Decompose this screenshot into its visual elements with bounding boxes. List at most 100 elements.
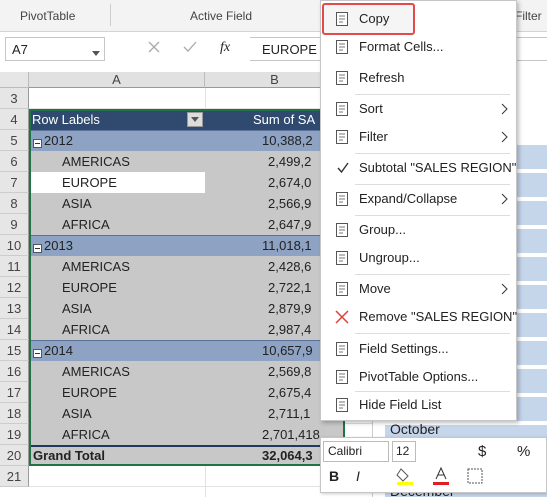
menu-separator: [355, 333, 510, 334]
enter-icon: [183, 41, 197, 53]
menu-icon-part: [336, 71, 348, 85]
borders-button-part: [467, 468, 483, 484]
borders-button-part: [467, 468, 483, 484]
remove-icon: [335, 310, 349, 324]
menu-item[interactable]: Sort: [359, 101, 383, 116]
pivot-row-bg: [29, 382, 345, 403]
ribbon-separator: [110, 4, 111, 26]
menu-item[interactable]: Move: [359, 281, 391, 296]
menu-icon: [334, 39, 350, 55]
menu-item[interactable]: PivotTable Options...: [359, 369, 479, 384]
row-header: 6: [0, 151, 29, 172]
menu-icon: [334, 191, 350, 207]
submenu-arrow-part: [501, 283, 508, 295]
pivot-row-bg: [29, 235, 345, 256]
function-icon: fx: [220, 40, 231, 55]
currency-button[interactable]: $: [478, 443, 487, 460]
menu-icon-part: [339, 105, 345, 113]
font-box[interactable]: Calibri: [323, 441, 389, 462]
menu-item[interactable]: Refresh: [359, 70, 405, 85]
row-header: 5: [0, 130, 29, 151]
menu-item[interactable]: Subtotal "SALES REGION": [359, 160, 517, 175]
menu-item[interactable]: Expand/Collapse: [359, 191, 458, 206]
menu-icon: [334, 11, 350, 27]
menu-icon: [334, 369, 350, 385]
row-header: 4: [0, 109, 29, 130]
menu-item[interactable]: Field Settings...: [359, 341, 449, 356]
menu-icon: [334, 250, 350, 266]
pivot-row-bg: [29, 256, 345, 277]
menu-item[interactable]: Remove "SALES REGION": [359, 309, 518, 324]
value-cell: 2,647,9: [268, 217, 312, 232]
name-box-text: A7: [12, 42, 28, 57]
menu-item[interactable]: Copy: [359, 11, 390, 26]
value-cell: 2,711,1: [268, 406, 311, 421]
menu-item[interactable]: Filter: [359, 129, 388, 144]
menu-icon-part: [336, 130, 348, 144]
region-label: AFRICA: [62, 217, 110, 232]
region-label: ASIA: [62, 406, 92, 421]
menu-icon-part: [336, 102, 348, 116]
row-header: 8: [0, 193, 29, 214]
collapse-button: [33, 346, 42, 358]
selection-border: [29, 109, 345, 466]
size-box[interactable]: 12: [392, 441, 416, 462]
pivot-header-cell: Sum of SA: [205, 109, 345, 130]
region-label: AMERICAS: [62, 364, 130, 379]
region-label: AFRICA: [62, 427, 110, 442]
value-cell: 2,566,9: [268, 196, 312, 211]
menu-icon: [334, 70, 350, 86]
bold-button[interactable]: B: [329, 468, 340, 484]
menu-icon-part: [336, 370, 348, 384]
italic-button[interactable]: I: [356, 468, 360, 484]
menu-icon-part: [336, 282, 348, 296]
menu-icon-part: [339, 195, 345, 203]
grid-row: [29, 88, 547, 109]
menu-icon: [334, 101, 350, 117]
menu-icon-part: [339, 285, 345, 293]
filter-button-part: [191, 117, 199, 122]
menu-icon-part: [339, 74, 345, 82]
value-cell: 11,018,1: [262, 238, 312, 253]
percent-button[interactable]: %: [517, 443, 531, 460]
menu-icon-part: [336, 342, 348, 356]
row-header: 13: [0, 298, 29, 319]
grid-row: [29, 466, 547, 487]
menu-icon: [334, 397, 350, 413]
menu-separator: [355, 391, 510, 392]
collapse-button: [33, 136, 42, 148]
menu-item[interactable]: Hide Field List: [359, 397, 442, 412]
formula-value: EUROPE: [262, 42, 317, 57]
row-header: 15: [0, 340, 29, 361]
ribbon-group-label: Filter: [515, 9, 542, 23]
row-header: 20: [0, 445, 29, 466]
borders-button: [467, 468, 483, 484]
value-cell: 2,879,9: [268, 301, 312, 316]
menu-icon: [334, 222, 350, 238]
grand-total-value: 32,064,3: [262, 448, 313, 463]
region-label: AFRICA: [62, 322, 110, 337]
menu-icon-part: [339, 373, 345, 381]
menu-separator: [355, 183, 510, 185]
name-box[interactable]: [5, 37, 105, 61]
font-color-button-part: [435, 466, 447, 480]
menu-item[interactable]: Format Cells...: [359, 39, 444, 54]
menu-item[interactable]: Group...: [359, 222, 406, 237]
value-cell: 2,675,4: [268, 385, 312, 400]
font-color-button-part: [433, 466, 449, 485]
collapse-button-part: [33, 139, 42, 148]
name-box-dropdown-part: [92, 51, 100, 56]
value-cell: 2,674,0: [268, 175, 312, 190]
value-cell: 2,499,2: [268, 154, 312, 169]
region-label: EUROPE: [62, 280, 117, 295]
menu-item[interactable]: Ungroup...: [359, 250, 420, 265]
column-header: A: [29, 72, 205, 88]
collapse-button: [33, 241, 42, 253]
submenu-arrow-part: [501, 103, 508, 115]
slicer-item-label: October: [390, 421, 440, 437]
menu-icon-part: [336, 223, 348, 237]
menu-separator: [355, 273, 510, 275]
row-header: 12: [0, 277, 29, 298]
year-label: 2013: [44, 238, 73, 253]
row-header: 16: [0, 361, 29, 382]
